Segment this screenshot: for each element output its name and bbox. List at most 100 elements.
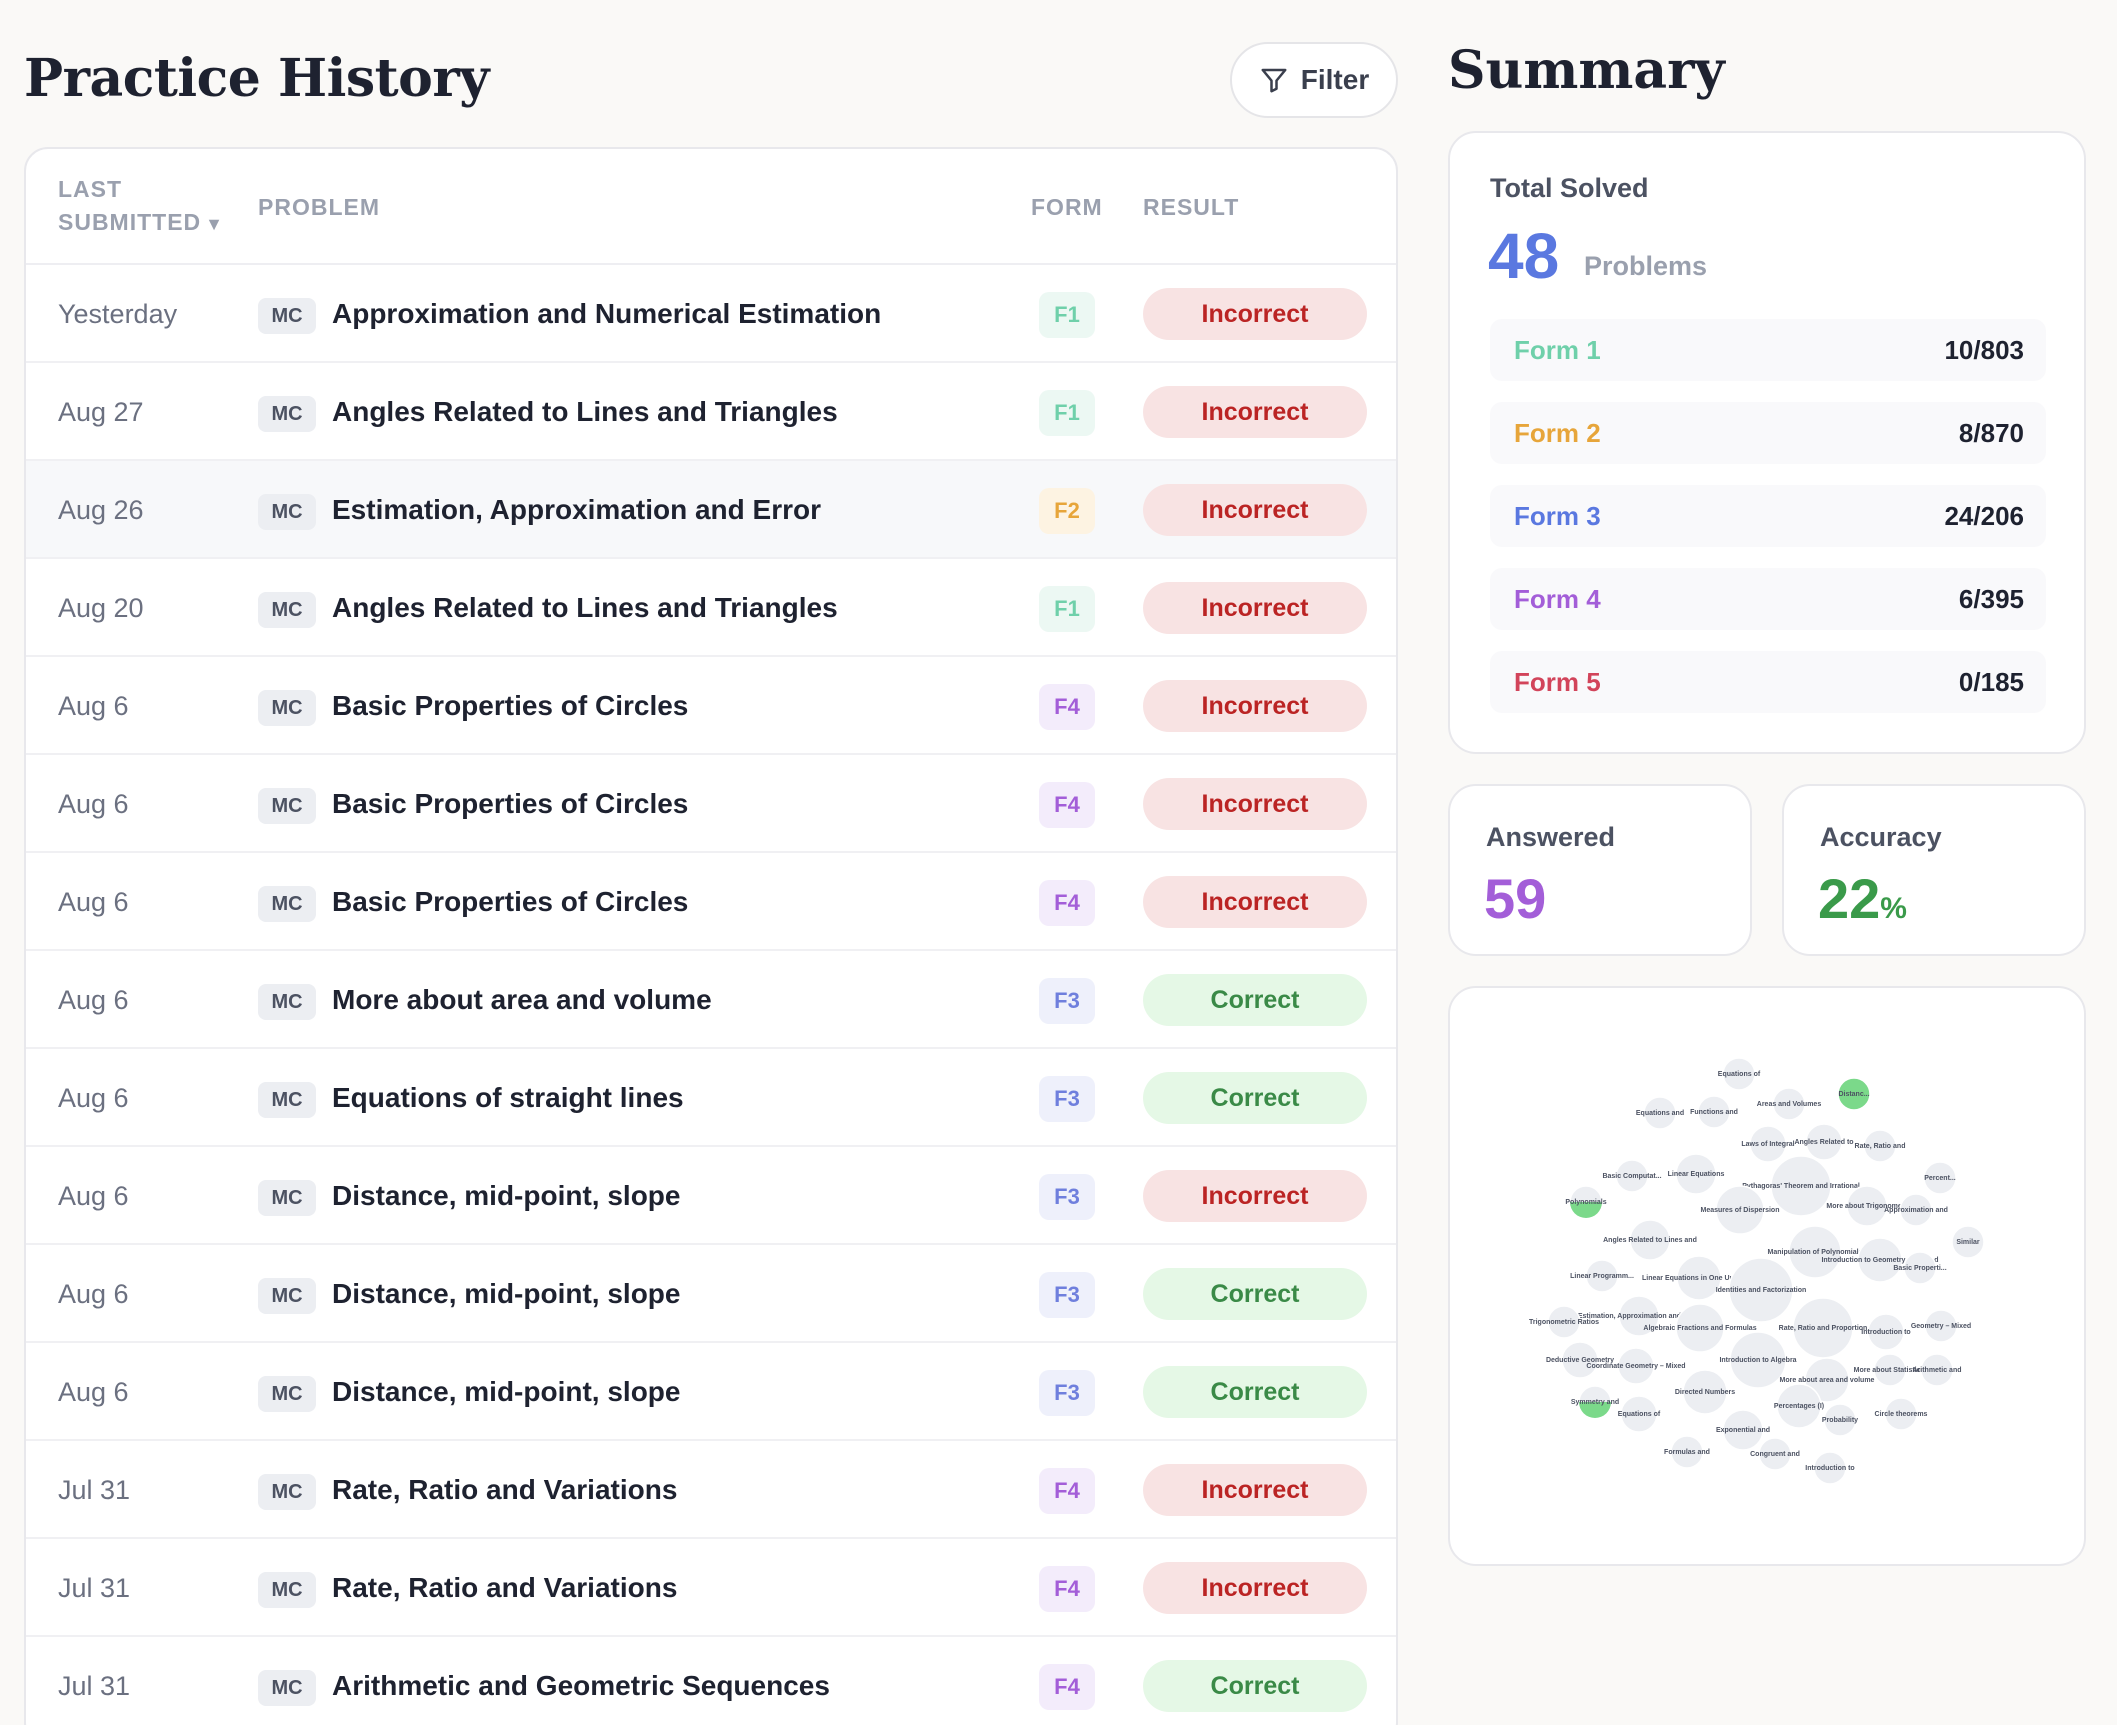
topic-bubble[interactable]: Equations and — [1636, 1096, 1684, 1130]
topic-bubble[interactable]: Angles Related to — [1794, 1123, 1854, 1161]
topic-bubble[interactable]: Arithmetic and — [1912, 1353, 1962, 1387]
topic-bubble[interactable]: Laws of Integral — [1741, 1125, 1795, 1163]
form-progress: 8/870 — [1958, 418, 2024, 448]
row-problem-title[interactable]: Rate, Ratio and Variations — [332, 1474, 678, 1505]
column-header-result[interactable]: RESULT — [1143, 194, 1240, 220]
row-problem-title[interactable]: Approximation and Numerical Estimation — [332, 298, 882, 329]
topic-bubble-label: Circle theorems — [1875, 1411, 1928, 1418]
topic-bubble[interactable]: Rate, Ratio and — [1855, 1129, 1906, 1163]
topic-bubble[interactable]: Introduction to Geometry, Area and — [1821, 1237, 1939, 1283]
row-problem-title[interactable]: Basic Properties of Circles — [332, 886, 689, 917]
topic-bubble[interactable]: Formulas and — [1664, 1435, 1710, 1469]
column-header-last-submitted[interactable]: LAST SUBMITTED ▼ — [58, 173, 238, 241]
table-row[interactable]: Aug 6 MC Distance, mid-point, slope F3 Corre… — [26, 1245, 1396, 1343]
column-header-problem[interactable]: PROBLEM — [258, 194, 380, 220]
form-name: Form 3 — [1514, 501, 1601, 531]
row-problem-title[interactable]: More about area and volume — [332, 984, 712, 1015]
filter-icon — [1261, 68, 1287, 93]
topic-bubble[interactable]: Estimation, Approximation and Error — [1578, 1295, 1701, 1337]
form-progress: 6/395 — [1958, 584, 2024, 614]
row-date: Aug 6 — [58, 1181, 129, 1211]
topic-bubble[interactable]: More about Trigonome... — [1826, 1185, 1908, 1227]
topic-bubble[interactable]: Similar — [1951, 1225, 1985, 1259]
table-row[interactable]: Jul 31 MC Arithmetic and Geometric Sequenc… — [26, 1637, 1396, 1725]
topic-bubble[interactable]: Introduction to — [1805, 1451, 1855, 1485]
topic-bubble[interactable]: Coordinate Geometry – Mixed — [1586, 1347, 1686, 1385]
topic-bubble[interactable]: Exponential and — [1716, 1409, 1770, 1451]
row-problem-title[interactable]: Arithmetic and Geometric Sequences — [332, 1670, 830, 1701]
question-type-badge: MC — [258, 1572, 316, 1608]
topic-bubble[interactable]: Circle theorems — [1875, 1397, 1928, 1431]
row-date: Aug 6 — [58, 985, 129, 1015]
table-row[interactable]: Aug 6 MC Basic Properties of Circles F4 Inco… — [26, 755, 1396, 853]
topic-bubble[interactable]: Congruent and — [1750, 1437, 1800, 1471]
topic-bubble[interactable]: Probability — [1822, 1403, 1858, 1437]
topic-bubble[interactable]: Measures of Dispersion — [1701, 1185, 1780, 1235]
row-problem-title[interactable]: Basic Properties of Circles — [332, 690, 689, 721]
topic-bubble[interactable]: Equations of — [1618, 1395, 1661, 1433]
topic-bubble[interactable]: Linear Equations in One Unknown — [1642, 1255, 1756, 1301]
topic-bubble[interactable]: Symmetry and — [1571, 1385, 1619, 1419]
table-row[interactable]: Jul 31 MC Rate, Ratio and Variations F4 Inco… — [26, 1539, 1396, 1637]
column-header-form[interactable]: FORM — [1031, 194, 1103, 220]
topic-bubble[interactable]: Linear Programm... — [1570, 1259, 1634, 1293]
topic-bubble[interactable]: Trigonometric Ratios — [1529, 1305, 1599, 1339]
topic-bubble[interactable]: Percent... — [1923, 1161, 1957, 1195]
row-problem-title[interactable]: Distance, mid-point, slope — [332, 1376, 681, 1407]
table-row[interactable]: Aug 26 MC Estimation, Approximation and Er… — [26, 461, 1396, 559]
form-name: Form 4 — [1514, 584, 1601, 614]
question-type-badge: MC — [258, 1082, 316, 1118]
row-problem-title[interactable]: Distance, mid-point, slope — [332, 1180, 681, 1211]
row-problem-title[interactable]: Estimation, Approximation and Error — [332, 494, 822, 525]
topic-bubble-label: Manipulation of Polynomials — [1768, 1249, 1863, 1256]
row-problem-title[interactable]: Angles Related to Lines and Triangles — [332, 592, 838, 623]
topic-bubble[interactable]: Introduction to — [1861, 1313, 1911, 1351]
topic-bubble[interactable]: Pythagoras' Theorem and Irrational — [1742, 1155, 1860, 1217]
table-row[interactable]: Aug 6 MC Basic Properties of Circles F4 Inco… — [26, 853, 1396, 951]
topic-bubble[interactable]: Percentages (I) — [1774, 1383, 1824, 1429]
topic-bubble[interactable]: Distanc... — [1837, 1077, 1871, 1111]
accuracy-unit: % — [1880, 892, 1907, 925]
topic-bubble[interactable]: Algebraic Fractions and Formulas — [1643, 1303, 1757, 1353]
table-row[interactable]: Aug 6 MC Distance, mid-point, slope F3 Corre… — [26, 1343, 1396, 1441]
row-problem-title[interactable]: Equations of straight lines — [332, 1082, 684, 1113]
table-row[interactable]: Aug 27 MC Angles Related to Lines and Tria… — [26, 363, 1396, 461]
topic-bubble[interactable]: Identities and Factorization — [1716, 1257, 1807, 1323]
topic-bubble[interactable]: Angles Related to Lines and — [1603, 1219, 1697, 1261]
table-row[interactable]: Aug 6 MC More about area and volume F3 Corre… — [26, 951, 1396, 1049]
topic-bubble[interactable]: Geometry – Mixed — [1911, 1309, 1971, 1343]
topic-bubble[interactable]: Linear Equations — [1668, 1153, 1725, 1195]
result-badge: Correct — [1143, 1660, 1367, 1712]
row-problem-title[interactable]: Angles Related to Lines and Triangles — [332, 396, 838, 427]
topic-bubble[interactable]: Basic Properti... — [1893, 1251, 1947, 1285]
row-problem-title[interactable]: Basic Properties of Circles — [332, 788, 689, 819]
topic-bubble[interactable]: Introduction to Algebra — [1719, 1331, 1797, 1389]
topic-bubble[interactable]: Directed Numbers — [1675, 1369, 1735, 1415]
table-row[interactable]: Aug 6 MC Distance, mid-point, slope F3 Incor… — [26, 1147, 1396, 1245]
topic-bubble[interactable]: Functions and — [1690, 1095, 1738, 1129]
table-row[interactable]: Aug 6 MC Equations of straight lines F3 Corr… — [26, 1049, 1396, 1147]
table-row[interactable]: Aug 20 MC Angles Related to Lines and Tria… — [26, 559, 1396, 657]
topic-bubble[interactable]: Areas and Volumes — [1757, 1087, 1822, 1121]
form-badge: F3 — [1039, 978, 1095, 1024]
form-breakdown-row: Form 3 24/206 — [1490, 485, 2046, 547]
answered-value: 59 — [1484, 867, 1547, 930]
topic-bubble[interactable]: Polynomials — [1565, 1185, 1607, 1219]
form-breakdown-row: Form 5 0/185 — [1490, 651, 2046, 713]
table-row[interactable]: Aug 6 MC Basic Properties of Circles F4 Inco… — [26, 657, 1396, 755]
topic-bubble-label: Equations of — [1618, 1411, 1661, 1418]
question-type-badge: MC — [258, 1278, 316, 1314]
table-row[interactable]: Yesterday MC Approximation and Numerical E… — [26, 265, 1396, 363]
table-row[interactable]: Jul 31 MC Rate, Ratio and Variations F4 Inco… — [26, 1441, 1396, 1539]
row-problem-title[interactable]: Distance, mid-point, slope — [332, 1278, 681, 1309]
topic-bubble[interactable]: Approximation and — [1884, 1193, 1948, 1227]
topic-bubble[interactable]: Manipulation of Polynomials — [1768, 1225, 1863, 1279]
row-problem-title[interactable]: Rate, Ratio and Variations — [332, 1572, 678, 1603]
topic-bubble[interactable]: Deductive Geometry — [1546, 1341, 1614, 1379]
topic-bubble[interactable]: Basic Computat... — [1602, 1159, 1662, 1193]
topic-bubble[interactable]: Equations of — [1718, 1057, 1761, 1091]
topic-bubble[interactable]: More about Statistic... — [1854, 1353, 1927, 1387]
topic-bubble-label: Introduction to Geometry, Area and — [1821, 1257, 1938, 1264]
topic-bubble[interactable]: Rate, Ratio and Proportion — [1779, 1297, 1868, 1359]
filter-button[interactable]: Filter — [1230, 42, 1398, 118]
